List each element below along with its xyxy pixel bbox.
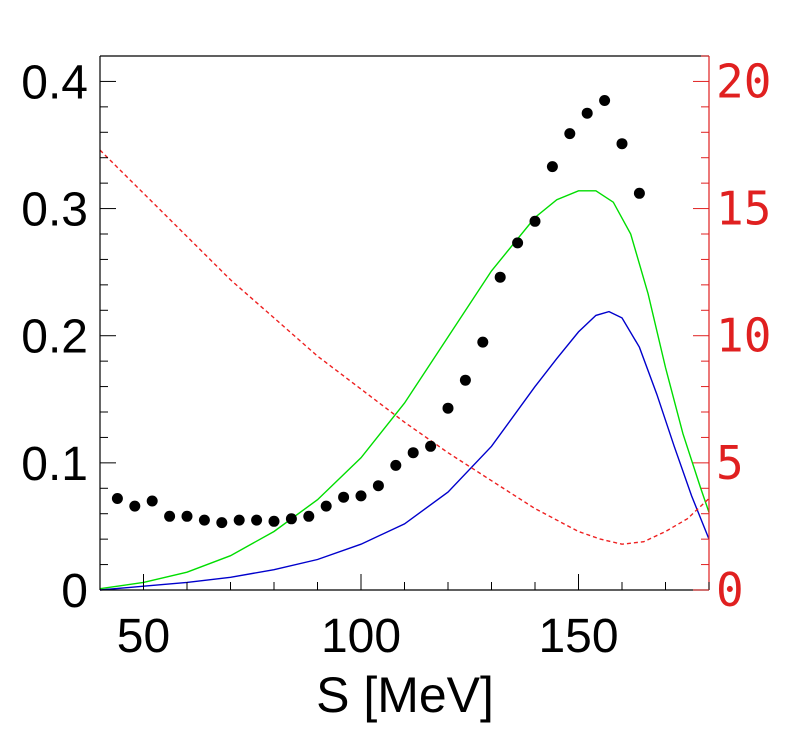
y2-tick-label: 5 [716,436,744,490]
ticks-layer: 50 100 150 0 0.1 0.2 0.3 0.4 0 5 10 15 20 [21,54,771,663]
data-point [181,510,193,522]
y-tick-label: 0.4 [21,56,88,109]
y2-tick-label: 15 [716,182,771,236]
y-tick-label: 0.2 [21,311,88,364]
data-point [581,107,593,119]
points-layer [111,95,645,529]
data-point [233,514,245,526]
data-point [338,491,350,503]
y2-tick-label: 0 [716,563,744,617]
y-tick-label: 0.3 [21,184,88,237]
data-point [303,510,315,522]
data-point [633,187,645,199]
data-point [355,490,367,502]
data-point [198,514,210,526]
data-point [372,480,384,492]
blue-curve [99,310,710,591]
x-tick-label: 150 [538,610,618,663]
data-point [459,374,471,386]
data-point [251,514,263,526]
data-point [442,402,454,414]
x-tick-label: 100 [321,610,401,663]
data-point [425,440,437,452]
data-point [320,500,332,512]
data-point [512,237,524,249]
x-tick-label: 50 [117,610,170,663]
data-point [564,128,576,140]
y-tick-label: 0 [61,565,88,618]
data-point [599,95,611,106]
y2-tick-label: 20 [716,54,771,108]
data-point [477,336,489,348]
y2-tick-label: 10 [716,309,771,363]
data-point [146,495,158,507]
data-point [494,271,506,283]
data-point [111,493,123,504]
data-point [216,517,228,529]
data-point [616,138,628,150]
y-tick-label: 0.1 [21,438,88,491]
data-point [129,500,141,512]
data-point [390,459,402,471]
data-point [407,447,419,459]
data-point [529,215,541,227]
data-point [546,161,558,173]
data-point [164,510,176,522]
data-point [268,515,280,527]
x-axis-label: S [MeV] [316,667,494,723]
data-point [285,513,297,525]
